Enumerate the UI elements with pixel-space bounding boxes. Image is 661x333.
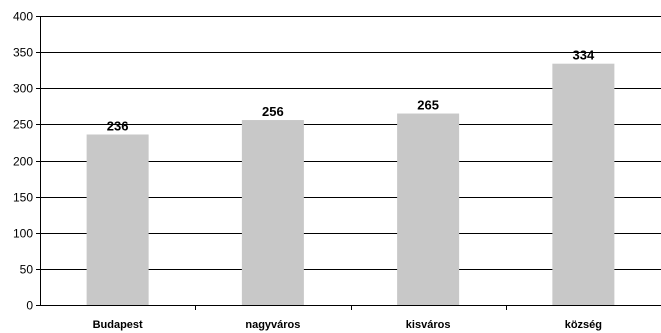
y-tick-label: 400 [13,10,33,24]
y-tick-label: 0 [26,299,33,313]
data-label: 256 [262,104,284,119]
bar [397,113,460,305]
x-category-label: Budapest [93,319,143,331]
y-tick-label: 200 [13,155,33,169]
y-tick-label: 100 [13,227,33,241]
y-tick-label: 50 [20,263,34,277]
data-label: 334 [573,48,595,63]
x-category-label: község [565,319,602,331]
x-category-label: kisváros [406,319,451,331]
labels: 0 50 100 150 200 250 300 350 400 236 Budapest 256 na… [13,10,602,332]
bar [552,63,615,306]
bars [86,63,615,306]
y-tick-label: 300 [13,82,33,96]
y-tick-label: 150 [13,191,33,205]
y-tick-label: 350 [13,46,33,60]
x-category-label: nagyváros [245,319,300,331]
bar [241,120,304,305]
axes [36,16,661,310]
bar [86,134,149,305]
data-label: 236 [107,118,129,133]
y-tick-label: 250 [13,118,33,132]
data-label: 265 [417,98,439,113]
